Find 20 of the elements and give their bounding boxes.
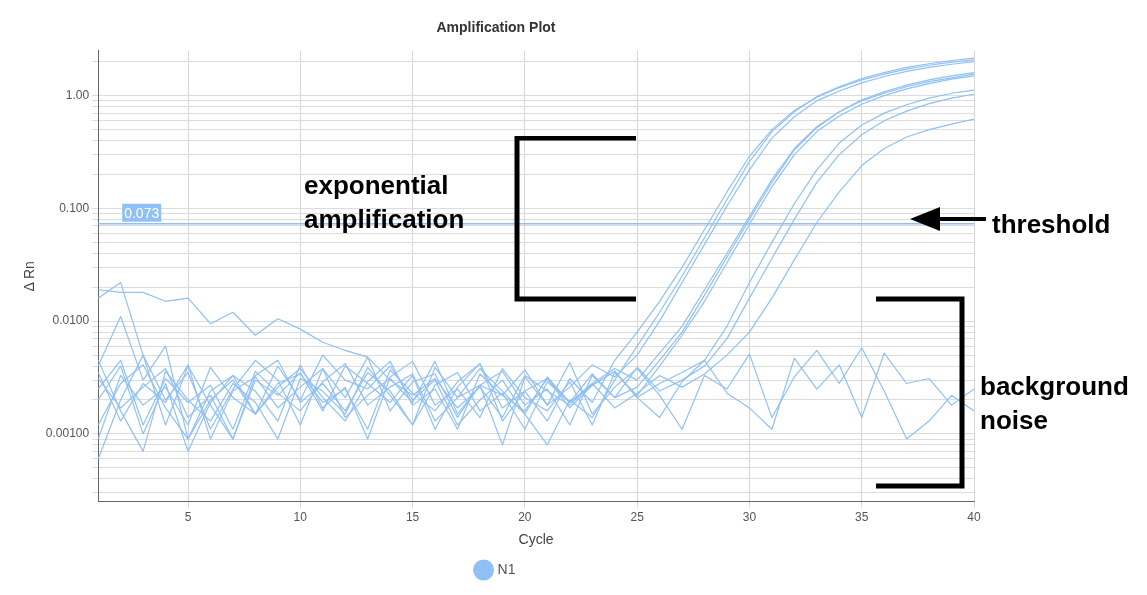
chart-title: Amplification Plot	[436, 19, 556, 36]
x-tick-label: 5	[184, 510, 192, 525]
x-tick-label: 35	[855, 510, 869, 525]
y-tick-label: 0.0100	[52, 313, 90, 328]
text: threshold	[992, 208, 1112, 241]
y-axis-title: Δ Rn	[21, 261, 38, 292]
x-axis-title: Cycle	[518, 531, 554, 548]
x-tick-label: 10	[293, 510, 308, 525]
legend-label: N1	[497, 560, 516, 577]
x-tick-label: 25	[630, 510, 645, 525]
y-tick-label: 0.100	[59, 200, 90, 215]
x-tick-label: 20	[518, 510, 532, 525]
annotation: exponential amplification	[304, 169, 466, 236]
x-tick-label: 30	[742, 510, 757, 525]
y-tick-label: 1.00	[65, 87, 90, 102]
x-tick-label: 15	[405, 510, 420, 525]
text: background noise	[980, 370, 1130, 437]
y-tick-label: 0.00100	[45, 426, 90, 441]
x-tick-label: 40	[967, 510, 981, 525]
ref-line-label: 0.073	[124, 204, 160, 221]
